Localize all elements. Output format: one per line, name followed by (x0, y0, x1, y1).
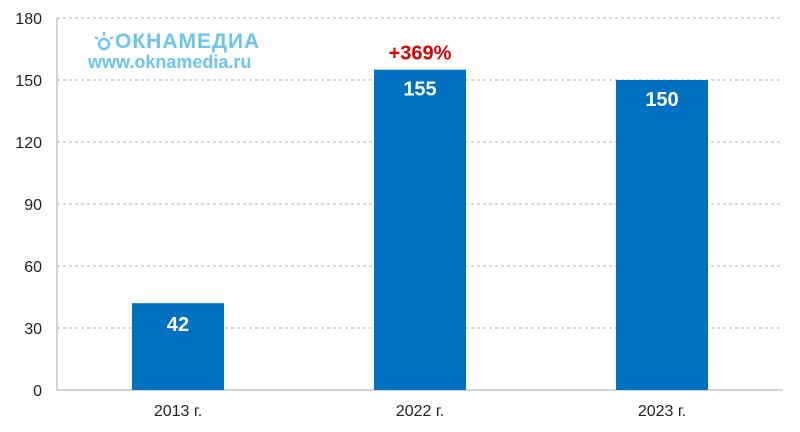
y-tick-label: 150 (15, 73, 42, 90)
bar (132, 303, 224, 390)
watermark-url: www.oknamedia.ru (88, 52, 252, 72)
y-tick-label: 30 (24, 321, 42, 338)
bar (374, 69, 466, 391)
bar-value-label: 42 (167, 314, 189, 336)
bar-value-label: 150 (645, 89, 678, 111)
bar-value-label: 155 (403, 79, 436, 101)
watermark-brand: ОКНАМЕДИА (115, 30, 261, 53)
x-tick-label: 2022 г. (396, 403, 444, 420)
y-tick-label: 180 (15, 11, 42, 28)
y-tick-label: 120 (15, 135, 42, 152)
y-tick-label: 0 (33, 383, 42, 400)
y-tick-label: 60 (24, 259, 42, 276)
y-tick-label: 90 (24, 197, 42, 214)
bar (616, 80, 708, 390)
x-tick-label: 2013 г. (154, 403, 202, 420)
x-tick-label: 2023 г. (638, 403, 686, 420)
growth-annotation: +369% (389, 43, 452, 65)
sun-logo-icon (93, 31, 115, 53)
